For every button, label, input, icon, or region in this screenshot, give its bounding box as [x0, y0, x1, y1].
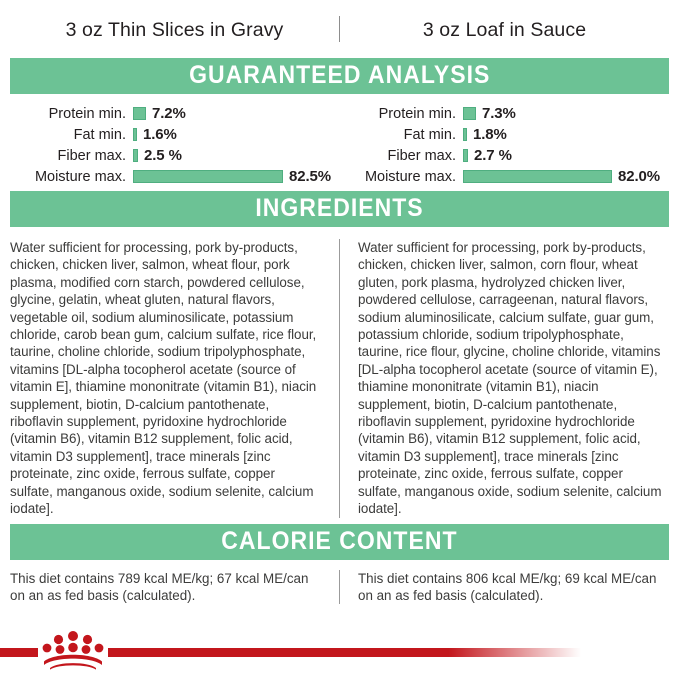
analysis-label: Fat min.	[73, 126, 126, 143]
ingredients-text-left: Water sufficient for processing, pork by…	[10, 240, 317, 517]
section-header-calorie-content: CALORIE CONTENT	[10, 523, 669, 560]
analysis-row: Protein min. 7.3%	[340, 103, 669, 124]
calorie-text-right: This diet contains 806 kcal ME/kg; 69 kc…	[358, 570, 657, 603]
section-header-ingredients-label: INGREDIENTS	[255, 194, 424, 222]
product-column-titles: 3 oz Thin Slices in Gravy 3 oz Loaf in S…	[0, 0, 679, 58]
analysis-label: Moisture max.	[34, 168, 126, 185]
section-header-guaranteed-analysis: GUARANTEED ANALYSIS	[10, 58, 669, 94]
analysis-value: 82.5%	[289, 168, 332, 185]
analysis-row: Fiber max. 2.5 %	[10, 145, 339, 166]
analysis-value: 2.5 %	[144, 147, 182, 164]
analysis-row: Fat min. 1.6%	[10, 124, 339, 145]
analysis-label: Fiber max.	[387, 147, 457, 164]
section-header-ingredients: INGREDIENTS	[10, 191, 669, 227]
analysis-bar	[463, 149, 468, 162]
analysis-bar-area: 7.2%	[133, 105, 339, 122]
analysis-label: Moisture max.	[364, 168, 456, 185]
calorie-content-body: This diet contains 789 kcal ME/kg; 67 kc…	[0, 560, 679, 605]
analysis-label: Protein min.	[48, 105, 126, 122]
analysis-bar-area: 82.0%	[463, 168, 669, 185]
analysis-bar-area: 1.8%	[463, 126, 669, 143]
calorie-text-left: This diet contains 789 kcal ME/kg; 67 kc…	[10, 570, 309, 603]
analysis-label: Fiber max.	[57, 147, 127, 164]
analysis-row: Moisture max. 82.0%	[340, 166, 669, 187]
analysis-value: 1.8%	[473, 126, 507, 143]
product-title-right: 3 oz Loaf in Sauce	[422, 19, 587, 42]
analysis-label: Protein min.	[378, 105, 456, 122]
analysis-label: Fat min.	[403, 126, 456, 143]
section-header-guaranteed-analysis-label: GUARANTEED ANALYSIS	[188, 61, 491, 89]
analysis-value: 1.6%	[143, 126, 177, 143]
analysis-value: 7.2%	[152, 105, 186, 122]
footer-rule-right	[108, 648, 581, 657]
analysis-row: Moisture max. 82.5%	[10, 166, 339, 187]
section-header-calorie-content-label: CALORIE CONTENT	[221, 526, 458, 555]
guaranteed-analysis-column-left: Protein min. 7.2% Fat min. 1.6% Fiber ma…	[10, 103, 339, 187]
analysis-bar	[133, 128, 137, 141]
title-divider	[339, 16, 340, 42]
analysis-value: 2.7 %	[474, 147, 512, 164]
analysis-row: Fiber max. 2.7 %	[340, 145, 669, 166]
ingredients-body: Water sufficient for processing, pork by…	[0, 227, 679, 524]
analysis-bar	[133, 107, 146, 120]
analysis-bar	[133, 149, 138, 162]
analysis-bar	[463, 128, 467, 141]
analysis-bar-area: 82.5%	[133, 168, 339, 185]
analysis-bar	[463, 107, 476, 120]
guaranteed-analysis-body: Protein min. 7.2% Fat min. 1.6% Fiber ma…	[0, 94, 679, 191]
analysis-value: 82.0%	[618, 168, 661, 185]
analysis-bar-area: 7.3%	[463, 105, 669, 122]
guaranteed-analysis-column-right: Protein min. 7.3% Fat min. 1.8% Fiber ma…	[340, 103, 669, 187]
analysis-bar-area: 2.7 %	[463, 147, 669, 164]
ingredients-text-right: Water sufficient for processing, pork by…	[358, 240, 662, 517]
product-title-left: 3 oz Thin Slices in Gravy	[65, 19, 284, 42]
analysis-row: Fat min. 1.8%	[340, 124, 669, 145]
analysis-bar	[463, 170, 612, 183]
brand-footer	[0, 610, 679, 679]
footer-rule-left	[0, 648, 38, 657]
royal-canin-crown-icon	[42, 631, 104, 670]
analysis-bar-area: 1.6%	[133, 126, 339, 143]
ingredients-divider	[339, 239, 340, 518]
analysis-value: 7.3%	[482, 105, 516, 122]
analysis-bar	[133, 170, 283, 183]
calorie-divider	[339, 569, 340, 605]
analysis-row: Protein min. 7.2%	[10, 103, 339, 124]
analysis-bar-area: 2.5 %	[133, 147, 339, 164]
